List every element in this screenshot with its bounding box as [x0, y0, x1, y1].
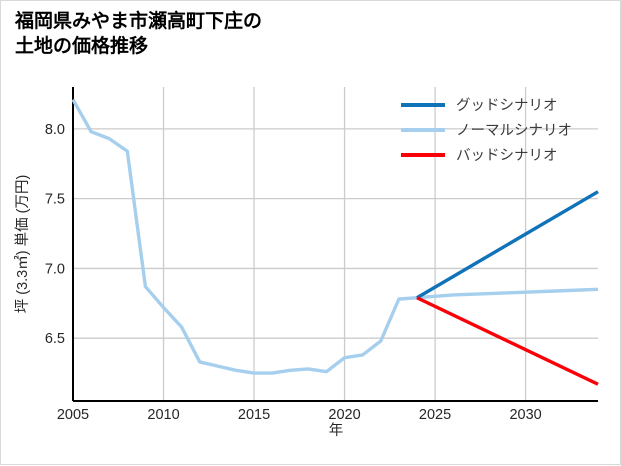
legend-label-normal: ノーマルシナリオ: [456, 123, 572, 139]
y-tick-label: 7.0: [45, 261, 65, 277]
series-line-バッドシナリオ: [416, 296, 599, 386]
legend-label-bad: バッドシナリオ: [456, 148, 558, 164]
y-tick-labels: 6.5 7.0 7.5 8.0: [45, 122, 65, 347]
page-title: 福岡県みやま市瀬高町下庄の 土地の価格推移: [15, 11, 263, 58]
x-tick-labels: 2005 2010 2015 2020 2025 2030: [57, 407, 542, 423]
y-tick-label: 8.0: [45, 122, 65, 138]
y-tick-label: 7.5: [45, 192, 65, 208]
legend-label-good: グッドシナリオ: [456, 97, 558, 114]
series-line-ノーマルシナリオ: [71, 98, 599, 375]
x-tick-label: 2020: [328, 407, 360, 423]
series-line-グッドシナリオ: [416, 190, 599, 300]
y-axis-title: 坪 (3.3㎡) 単価 (万円): [14, 175, 31, 314]
y-gridlines: [73, 128, 598, 339]
x-axis-title: 年: [329, 422, 344, 439]
x-tick-label: 2025: [419, 407, 451, 423]
x-tick-label: 2015: [238, 407, 270, 423]
data-series-group: [71, 98, 599, 386]
x-tick-label: 2010: [147, 407, 179, 423]
y-tick-label: 6.5: [45, 331, 65, 347]
x-tick-label: 2005: [57, 407, 89, 423]
x-tick-label: 2030: [509, 407, 541, 423]
